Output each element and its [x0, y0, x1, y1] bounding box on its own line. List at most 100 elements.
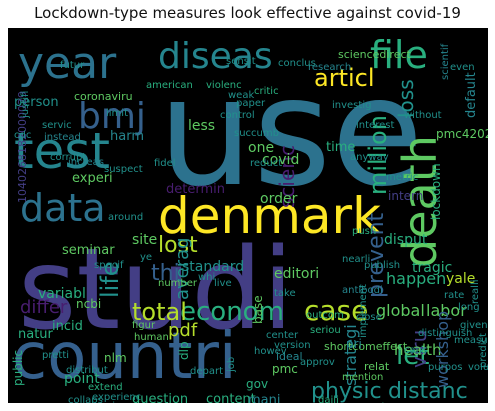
cloud-word: year [18, 38, 117, 89]
cloud-word: public [11, 350, 25, 386]
cloud-word: pretti [42, 350, 69, 361]
cloud-word: variabl [38, 286, 86, 302]
cloud-word: mention [342, 372, 383, 383]
cloud-word: weak [228, 90, 254, 101]
cloud-word: denmark [158, 187, 381, 245]
cloud-background [8, 28, 488, 403]
cloud-word: mani [248, 393, 280, 403]
cloud-word: test [14, 122, 110, 180]
cloud-word: viru [407, 330, 431, 368]
cloud-word: interest [356, 120, 394, 131]
cloud-word: person [14, 95, 59, 110]
cloud-word: daili [318, 395, 339, 403]
cloud-word: million [364, 115, 392, 195]
cloud-word: number [158, 278, 198, 289]
cloud-word: death [393, 135, 447, 268]
cloud-word: harm [110, 129, 144, 144]
cloud-word: without [404, 110, 442, 121]
cloud-word: given [460, 320, 488, 331]
cloud-word: disput [384, 232, 428, 248]
cloud-word: limit [106, 108, 128, 119]
cloud-word: prevent [364, 212, 389, 298]
cloud-word: thi [151, 261, 180, 286]
cloud-word: even [450, 62, 475, 73]
cloud-word: corrupt [50, 152, 86, 163]
cloud-word: anyway [350, 152, 389, 163]
cloud-word: sciencedirect [338, 48, 412, 61]
cloud-word: loss [394, 79, 418, 118]
cloud-word: reduct [250, 158, 282, 169]
cloud-word: suspect [104, 164, 143, 175]
cloud-word: take [274, 288, 296, 299]
cloud-word: antibodi [342, 285, 383, 296]
cloud-word: distanc [388, 379, 468, 403]
cloud-word: data [20, 186, 106, 230]
cloud-word: seriou [310, 325, 341, 336]
cloud-word: less [188, 118, 215, 134]
cloud-word: standard [182, 259, 244, 275]
cloud-word: determin [166, 182, 225, 197]
cloud-word: case [304, 294, 368, 327]
cloud-word: whi [198, 272, 215, 283]
cloud-word: depart [190, 366, 223, 377]
cloud-word: violenc [206, 80, 242, 91]
cloud-word: seminar [62, 243, 115, 258]
cloud-word: human [134, 332, 169, 343]
cloud-word: time [326, 140, 355, 155]
cloud-word: econom [180, 297, 284, 327]
cloud-word: volum [468, 362, 488, 373]
cloud-word: caus [404, 345, 427, 356]
cloud-word: use [158, 46, 424, 220]
cloud-word: total [132, 298, 187, 326]
cloud-word: cdc [14, 130, 31, 141]
cloud-word: gov [246, 377, 268, 391]
cloud-word: american [146, 80, 193, 91]
cloud-word: default [464, 72, 479, 118]
cloud-word: workshop [433, 311, 452, 388]
cloud-word: order [260, 191, 298, 207]
cloud-word: countri [12, 320, 237, 394]
cloud-word: conclus [278, 58, 316, 69]
cloud-word: nlm [104, 351, 127, 365]
cloud-word: happen [386, 269, 446, 288]
cloud-word: push [352, 226, 376, 237]
cloud-word: implement [358, 284, 369, 338]
cloud-word: measur [454, 335, 488, 346]
cloud-word: differ [20, 297, 68, 318]
cloud-word: scientif [440, 43, 451, 80]
cloud-word: fidel [154, 158, 176, 169]
cloud-word: relat [364, 360, 390, 373]
cloud-word: pmc4202979 [436, 127, 488, 141]
cloud-word: paper [236, 98, 266, 109]
cloud-word: futur [60, 60, 85, 71]
cloud-word: global [376, 301, 425, 320]
cloud-word: file [370, 33, 428, 77]
cloud-word: sensit [226, 56, 256, 67]
cloud-word: close [356, 312, 382, 323]
cloud-word: action [366, 402, 397, 403]
cloud-word: outcom [306, 310, 344, 321]
cloud-word: covid [262, 152, 299, 168]
cloud-word: long [458, 302, 480, 313]
cloud-word: rate [444, 290, 464, 301]
cloud-word: justifi [20, 91, 31, 119]
cloud-word: investig [332, 100, 371, 111]
cloud-word: collaps [68, 395, 103, 403]
cloud-word: ideal [276, 350, 303, 363]
cloud-word: natur [18, 327, 54, 342]
cloud-word: live [214, 278, 232, 289]
cloud-word: lockdown [429, 163, 443, 220]
cloud-word: research [308, 62, 351, 73]
cloud-word: specif [94, 260, 124, 271]
cloud-word: articl [314, 64, 375, 92]
cloud-word: lost [158, 233, 198, 258]
cloud-word: question [132, 392, 188, 403]
cloud-word: around [108, 212, 143, 223]
cloud-word: succumb [234, 128, 279, 139]
cloud-word: increas [68, 157, 104, 168]
cloud-word: nearli [342, 254, 370, 265]
cloud-word: coronaviru [74, 90, 133, 103]
cloud-word: intervent [24, 402, 83, 403]
cloud-word: intern [388, 189, 423, 203]
